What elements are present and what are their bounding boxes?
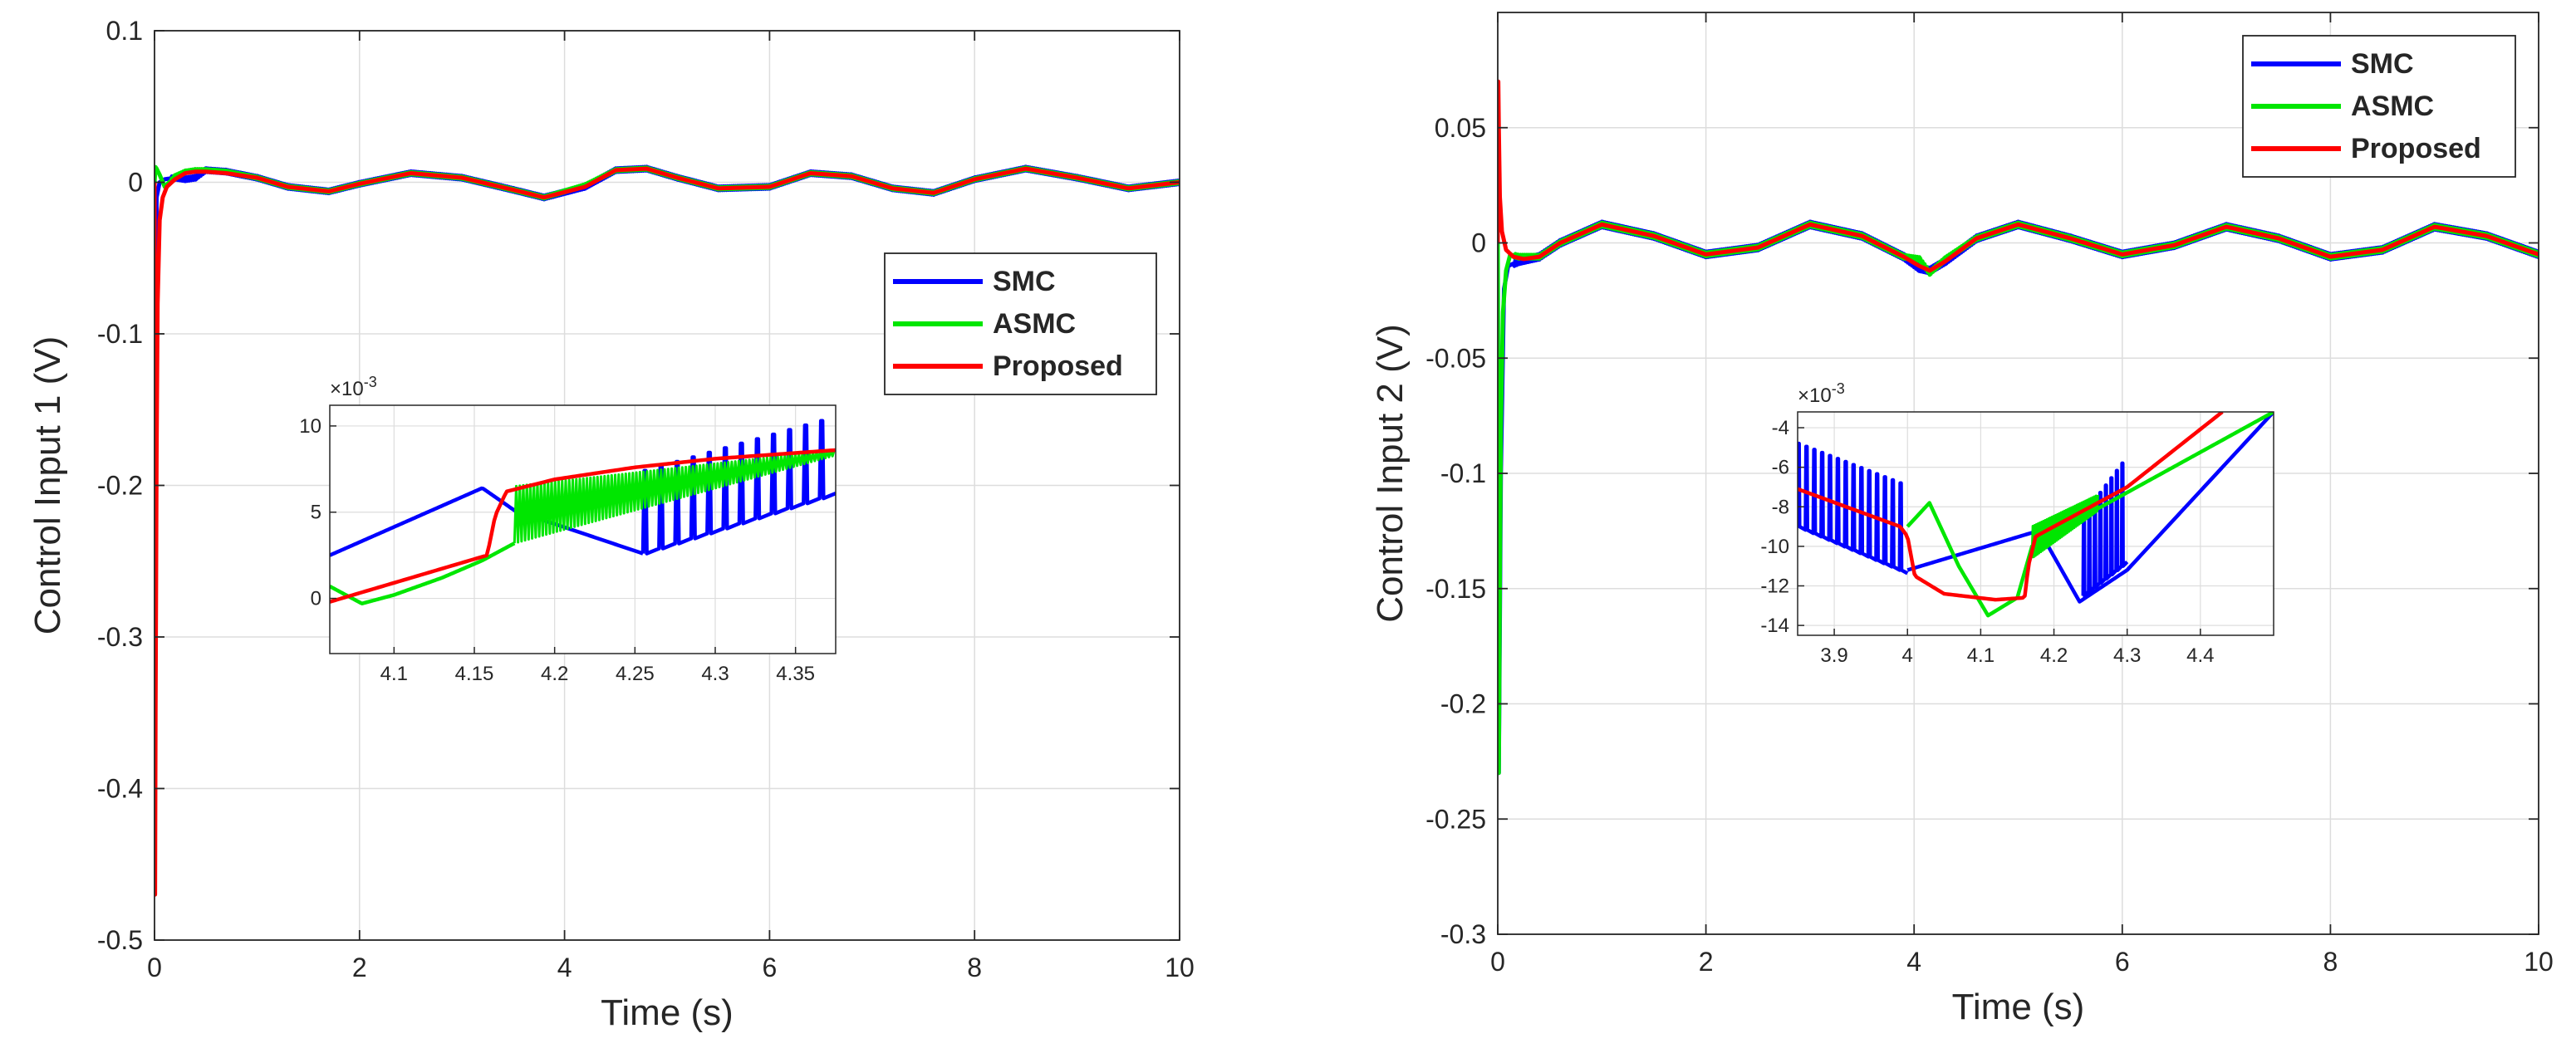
- x-tick-label: 6: [763, 953, 778, 982]
- x-tick-label: 0: [147, 953, 162, 982]
- y-tick-label: -0.3: [97, 622, 143, 652]
- y-tick-label: -0.4: [97, 774, 143, 804]
- x-tick-label: 10: [1165, 953, 1195, 982]
- inset-series-line-proposed: [1798, 412, 2224, 602]
- y-tick-label: -0.2: [97, 471, 143, 501]
- inset-series-spikes-smc: [640, 419, 836, 556]
- inset-x-tick-label: 4.3: [701, 663, 729, 685]
- inset-series-chatter-asmc: [513, 449, 836, 544]
- x-axis-label: Time (s): [1952, 987, 2085, 1027]
- inset-x-tick-label: 4.2: [2040, 644, 2068, 667]
- x-axis-label: Time (s): [601, 992, 734, 1033]
- inset-x-tick-label: 4.15: [455, 663, 494, 685]
- inset-y-tick-label: -4: [1772, 417, 1789, 439]
- inset-x-tick-label: 4.2: [541, 663, 568, 685]
- legend: SMC ASMC Proposed: [884, 252, 1157, 395]
- inset-y-tick-label: 0: [311, 588, 321, 610]
- x-tick-label: 8: [2323, 947, 2338, 977]
- inset-y-tick-label: 10: [299, 415, 321, 438]
- inset-x-tick-label: 4.25: [616, 663, 655, 685]
- y-axis-label: Control Input 1 (V): [27, 336, 68, 635]
- legend-label-asmc: ASMC: [993, 308, 1076, 340]
- x-tick-label: 2: [352, 953, 367, 982]
- inset-x-tick-label: 4.3: [2113, 644, 2141, 667]
- inset-series-line-asmc: [330, 541, 516, 605]
- y-tick-label: -0.5: [97, 925, 143, 955]
- chart-panel-1: 0 2 4 6 8 10 -0.5 -0.4 -0.3 -0.2 -0.1 0 0.1 Time (s) C…: [27, 16, 1195, 1033]
- inset-axes-box: [1797, 411, 2274, 636]
- y-tick-label: -0.15: [1425, 574, 1486, 604]
- x-tick-label: 4: [1906, 947, 1921, 977]
- y-tick-label: 0: [1471, 228, 1486, 258]
- y-axis-label: Control Input 2 (V): [1370, 324, 1411, 623]
- y-tick-label: 0: [128, 168, 143, 198]
- inset-series-group: [1798, 412, 2274, 618]
- inset-x-tick-label: 4.4: [2186, 644, 2214, 667]
- x-tick-label: 0: [1490, 947, 1505, 977]
- y-tick-label: 0.1: [106, 16, 143, 46]
- inset-series-spikes-smc: [1798, 441, 1909, 576]
- inset-y-tick-label: 5: [311, 502, 321, 524]
- chart-panel-2: 0 2 4 6 8 10 -0.3 -0.25 -0.2 -0.15 -0.1 -0.05 0 0.05 T…: [1370, 12, 2554, 1027]
- series-group: [1498, 79, 2539, 776]
- inset-series-line-smc: [1906, 412, 2274, 604]
- inset-series-line-asmc: [1906, 412, 2274, 618]
- x-tick-label: 4: [557, 953, 572, 982]
- inset-exponent-base: ×10: [1798, 385, 1832, 407]
- y-tick-label: -0.2: [1440, 689, 1486, 719]
- legend-label-smc: SMC: [993, 266, 1056, 297]
- y-tick-label: 0.05: [1435, 113, 1486, 143]
- inset-x-tick-label: 3.9: [1820, 644, 1847, 667]
- inset-x-tick-label: 4.35: [776, 663, 815, 685]
- legend-label-smc: SMC: [2351, 48, 2414, 80]
- legend-label-proposed: Proposed: [2351, 133, 2481, 164]
- inset-chart: 3.9 4 4.1 4.2 4.3 4.4 -14 -12 -10 -8 -6 -4 ×10-3: [1760, 380, 2274, 667]
- inset-series-line-smc: [330, 486, 644, 557]
- legend-label-asmc: ASMC: [2351, 91, 2434, 122]
- inset-axes-box: [329, 404, 837, 654]
- series-group: [155, 164, 1180, 897]
- inset-y-tick-label: -6: [1772, 457, 1789, 479]
- y-tick-label: -0.3: [1440, 919, 1486, 949]
- inset-series-line-proposed: [330, 448, 836, 604]
- inset-series-group: [330, 419, 836, 605]
- x-tick-label: 10: [2524, 947, 2554, 977]
- y-tick-label: -0.05: [1425, 343, 1486, 373]
- x-tick-label: 2: [1699, 947, 1714, 977]
- inset-chart: 4.1 4.15 4.2 4.25 4.3 4.35 0 5 10 ×10-3: [299, 374, 837, 685]
- inset-exponent-label: ×10-3: [1798, 380, 1845, 407]
- inset-x-tick-label: 4.1: [1967, 644, 1995, 667]
- y-tick-label: -0.1: [97, 319, 143, 349]
- x-tick-label: 6: [2115, 947, 2130, 977]
- inset-exponent-base: ×10: [330, 378, 364, 400]
- inset-y-tick-label: -8: [1772, 496, 1789, 518]
- legend-label-proposed: Proposed: [993, 350, 1123, 382]
- inset-plot-area: [330, 405, 836, 654]
- y-tick-label: -0.1: [1440, 458, 1486, 488]
- inset-x-tick-label: 4.1: [380, 663, 408, 685]
- y-tick-label: -0.25: [1425, 804, 1486, 834]
- inset-y-tick-label: -12: [1760, 575, 1789, 597]
- inset-exponent-power: -3: [1832, 380, 1845, 397]
- inset-exponent-label: ×10-3: [330, 374, 377, 400]
- series-line-proposed: [1498, 79, 2539, 273]
- series-line-proposed: [155, 166, 1180, 897]
- inset-x-tick-label: 4: [1902, 644, 1913, 667]
- inset-y-tick-label: -14: [1760, 615, 1789, 637]
- legend: SMC ASMC Proposed: [2242, 35, 2516, 178]
- x-tick-label: 8: [967, 953, 982, 982]
- inset-exponent-power: -3: [364, 374, 377, 390]
- inset-y-tick-label: -10: [1760, 536, 1789, 558]
